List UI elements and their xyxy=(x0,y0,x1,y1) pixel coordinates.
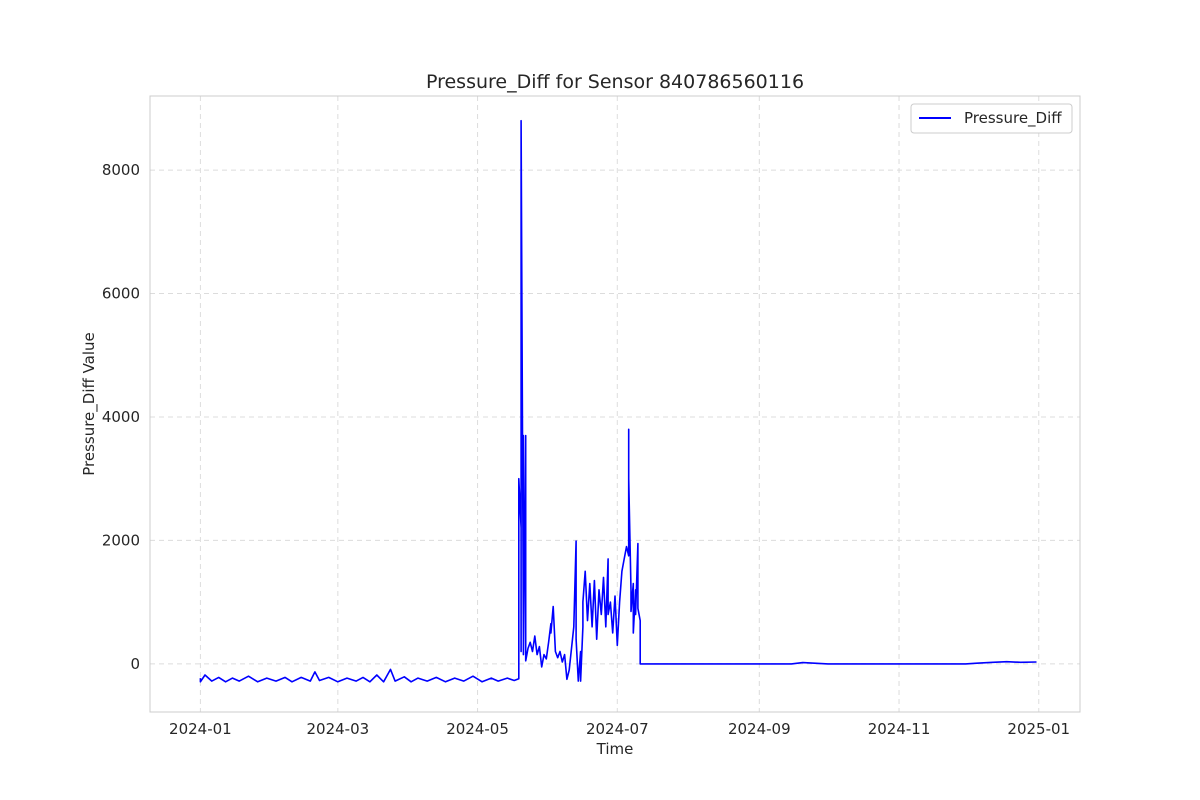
plot-frame xyxy=(149,95,1081,713)
x-axis-label: Time xyxy=(596,740,634,758)
y-tick-label: 0 xyxy=(130,655,140,673)
y-axis-label: Pressure_Diff Value xyxy=(80,332,99,476)
y-tick-label: 6000 xyxy=(102,285,140,303)
grid xyxy=(150,96,1080,712)
legend-label: Pressure_Diff xyxy=(964,109,1062,128)
x-tick-label: 2024-01 xyxy=(169,720,232,738)
y-tick-label: 4000 xyxy=(102,408,140,426)
y-axis-ticks: 0 2000 4000 6000 8000 xyxy=(102,161,140,673)
chart-title: Pressure_Diff for Sensor 840786560116 xyxy=(426,71,804,93)
x-tick-label: 2025-01 xyxy=(1007,720,1070,738)
y-tick-label: 2000 xyxy=(102,531,140,549)
plot-area xyxy=(199,119,1037,683)
series-line-pressure-diff xyxy=(199,119,1037,683)
x-tick-label: 2024-05 xyxy=(446,720,509,738)
x-tick-label: 2024-07 xyxy=(586,720,649,738)
plot-background xyxy=(150,96,1080,712)
y-tick-label: 8000 xyxy=(102,161,140,179)
legend-box xyxy=(910,103,1073,134)
legend: Pressure_Diff xyxy=(910,103,1073,134)
x-tick-label: 2024-03 xyxy=(306,720,369,738)
x-tick-label: 2024-09 xyxy=(728,720,791,738)
x-tick-label: 2024-11 xyxy=(868,720,931,738)
x-axis-ticks: 2024-01 2024-03 2024-05 2024-07 2024-09 2024-… xyxy=(169,720,1070,738)
